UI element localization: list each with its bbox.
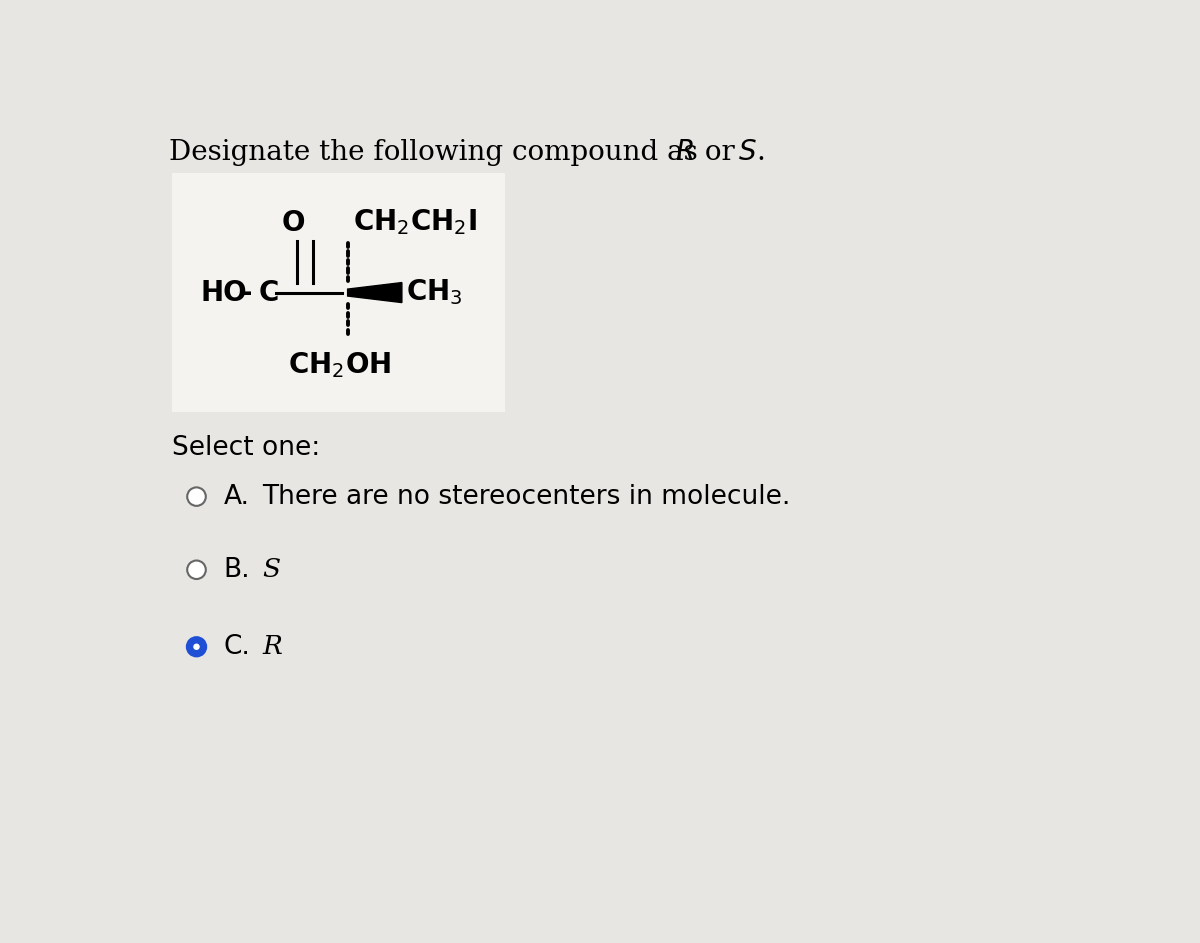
- Circle shape: [187, 637, 206, 656]
- FancyBboxPatch shape: [172, 174, 505, 412]
- Circle shape: [193, 643, 199, 650]
- Text: $\mathit{R}$: $\mathit{R}$: [674, 139, 694, 166]
- Text: or: or: [696, 139, 744, 166]
- Text: C.: C.: [223, 634, 251, 660]
- Text: B.: B.: [223, 556, 251, 583]
- Text: O: O: [282, 209, 305, 237]
- Polygon shape: [348, 283, 402, 303]
- Text: HO: HO: [200, 278, 247, 306]
- Text: C: C: [258, 278, 278, 306]
- Text: CH$_2$CH$_2$I: CH$_2$CH$_2$I: [353, 207, 476, 237]
- Text: CH$_2$OH: CH$_2$OH: [288, 350, 391, 380]
- Text: -: -: [241, 278, 252, 306]
- Circle shape: [187, 560, 206, 579]
- Circle shape: [187, 488, 206, 505]
- Text: .: .: [756, 139, 764, 166]
- Text: Designate the following compound as: Designate the following compound as: [169, 139, 707, 166]
- Text: There are no stereocenters in molecule.: There are no stereocenters in molecule.: [263, 484, 791, 509]
- Text: Select one:: Select one:: [172, 435, 320, 461]
- Text: R: R: [263, 635, 282, 659]
- Text: CH$_3$: CH$_3$: [406, 277, 462, 307]
- Text: S: S: [263, 557, 281, 582]
- Text: A.: A.: [223, 484, 250, 509]
- Text: $\mathit{S}$: $\mathit{S}$: [738, 139, 757, 166]
